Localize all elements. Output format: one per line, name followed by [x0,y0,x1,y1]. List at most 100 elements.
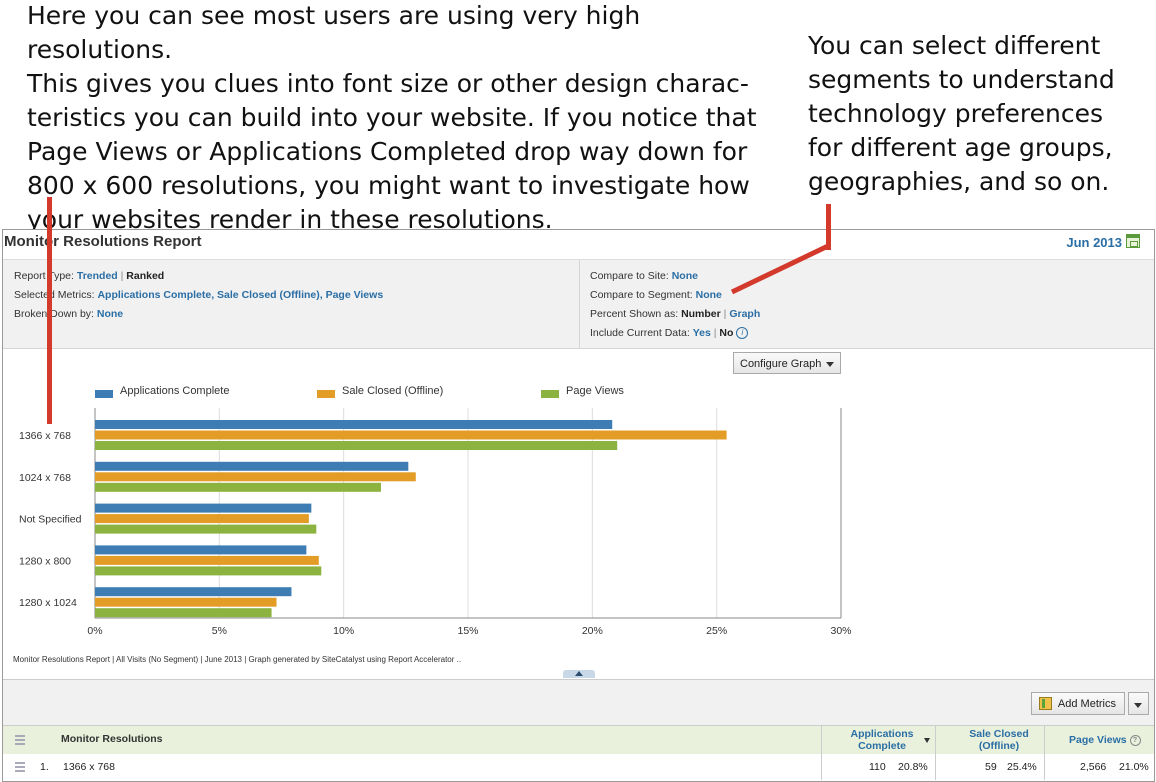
bar [95,608,272,618]
include-current-row: Include Current Data: Yes | No i [590,327,749,340]
callout-line: geographies, and so on. [808,167,1110,196]
bar [95,555,319,565]
x-tick-label: 30% [830,625,851,637]
callout-line: This gives you clues into font size or o… [27,69,749,98]
column-divider [821,726,822,754]
bar [95,420,613,429]
legend-page-views: Page Views [566,385,624,397]
configure-graph-button[interactable]: Configure Graph [733,352,842,374]
row-applications-value: 110 [869,761,886,773]
selected-metrics-link[interactable]: Applications Complete, Sale Closed (Offl… [97,289,384,301]
legend-sale-closed: Sale Closed (Offline) [342,385,444,397]
header-monitor-resolutions[interactable]: Monitor Resolutions [61,733,163,745]
bar [95,472,416,482]
broken-down-row: Broken Down by: None [14,308,123,320]
percent-shown-row: Percent Shown as: Number | Graph [590,308,760,320]
compare-site-label: Compare to Site: [590,270,669,282]
row-sale-closed-percent: 25.4% [1007,761,1037,773]
bar [95,524,317,534]
callout-pointer-left [47,197,52,424]
row-rank: 1. [40,761,49,773]
column-divider [1044,754,1045,780]
bar [95,597,277,607]
column-divider [821,754,822,780]
bar [95,441,618,450]
callout-line: teristics you can build into your websit… [27,103,757,132]
add-metrics-icon [1038,697,1052,710]
header-page-views-label: Page Views [1069,734,1127,746]
report-type-label: Report Type: [14,270,74,282]
percent-number: Number [681,308,721,320]
selected-metrics-label: Selected Metrics: [14,289,95,301]
chevron-down-icon [826,361,835,367]
calendar-icon[interactable] [1126,234,1140,248]
category-label: 1366 x 768 [19,430,71,442]
bar-chart: 0% 5% 10% 15% 20% 25% 30% 1366 x 768 1024 x 768 N… [19,408,852,637]
report-panel: Monitor Resolutions Report Jun 2013 Repo… [2,229,1155,782]
collapse-graph-toggle[interactable] [563,670,595,678]
compare-site-link[interactable]: None [671,270,698,282]
graph-footnote: Monitor Resolutions Report | All Visits … [13,655,462,664]
include-current-yes-link[interactable]: Yes [692,327,711,339]
compare-site-row: Compare to Site: None [590,270,698,282]
bar [95,503,312,513]
sort-desc-icon[interactable] [924,738,930,743]
x-tick-label: 15% [457,625,478,637]
x-tick-label: 5% [212,625,227,637]
x-tick-label: 25% [706,625,727,637]
callout-pointer-right [826,204,831,250]
column-divider [1044,726,1045,754]
compare-segment-label: Compare to Segment: [590,289,693,301]
tree-icon[interactable] [15,762,27,772]
help-icon[interactable]: ? [1129,734,1141,746]
callout-line: You can select different [808,31,1101,60]
callout-right: You can select different segments to und… [808,29,1148,199]
callout-line: 800 x 600 resolutions, you might want to… [27,171,750,200]
bar [95,430,727,440]
callout-line: Page Views or Applications Completed dro… [27,137,748,166]
header-applications-complete[interactable]: Applications Complete [837,728,927,752]
bar [95,482,381,492]
compare-segment-row: Compare to Segment: None [590,289,722,301]
table-row[interactable]: 1. 1366 x 768 110 20.8% 59 25.4% 2,566 2… [3,754,1154,780]
row-page-views-value: 2,566 [1080,761,1107,773]
report-date-link[interactable]: Jun 2013 [1066,235,1122,250]
callout-line: technology preferences [808,99,1104,128]
report-type-row: Report Type: Trended | Ranked [14,270,164,282]
callout-left: Here you can see most users are using ve… [27,0,787,237]
callout-pointer-right-diagonal [730,243,830,295]
settings-divider [579,260,580,348]
header-page-views[interactable]: Page Views ? [1069,734,1141,746]
include-current-label: Include Current Data: [590,327,690,339]
info-icon[interactable]: i [736,327,749,340]
compare-segment-link[interactable]: None [695,289,722,301]
table-header: Monitor Resolutions Applications Complet… [3,725,1154,755]
report-title: Monitor Resolutions Report [4,233,202,250]
category-label: Not Specified [19,514,82,526]
bar [95,514,309,524]
category-label: 1280 x 800 [19,555,71,567]
legend-swatch-page-views [541,390,559,398]
percent-graph-link[interactable]: Graph [729,308,761,320]
broken-down-label: Broken Down by: [14,308,94,320]
selected-metrics-row: Selected Metrics: Applications Complete,… [14,289,383,301]
column-divider [935,754,936,780]
row-page-views-percent: 21.0% [1119,761,1149,773]
add-metrics-dropdown[interactable] [1128,692,1149,715]
column-divider [935,726,936,754]
separator: | [723,308,727,320]
include-current-no: No [719,327,734,339]
bar [95,566,322,576]
tree-icon[interactable] [15,735,27,745]
header-line: Complete [858,740,906,752]
row-applications-percent: 20.8% [898,761,928,773]
bar [95,587,292,597]
header-sale-closed[interactable]: Sale Closed (Offline) [953,728,1045,752]
separator: | [713,327,717,339]
broken-down-link[interactable]: None [96,308,124,320]
legend-swatch-sale-closed [317,390,335,398]
category-label: 1280 x 1024 [19,597,77,609]
add-metrics-button[interactable]: Add Metrics [1030,692,1125,715]
report-type-ranked: Ranked [126,270,165,282]
report-type-trended-link[interactable]: Trended [76,270,118,282]
